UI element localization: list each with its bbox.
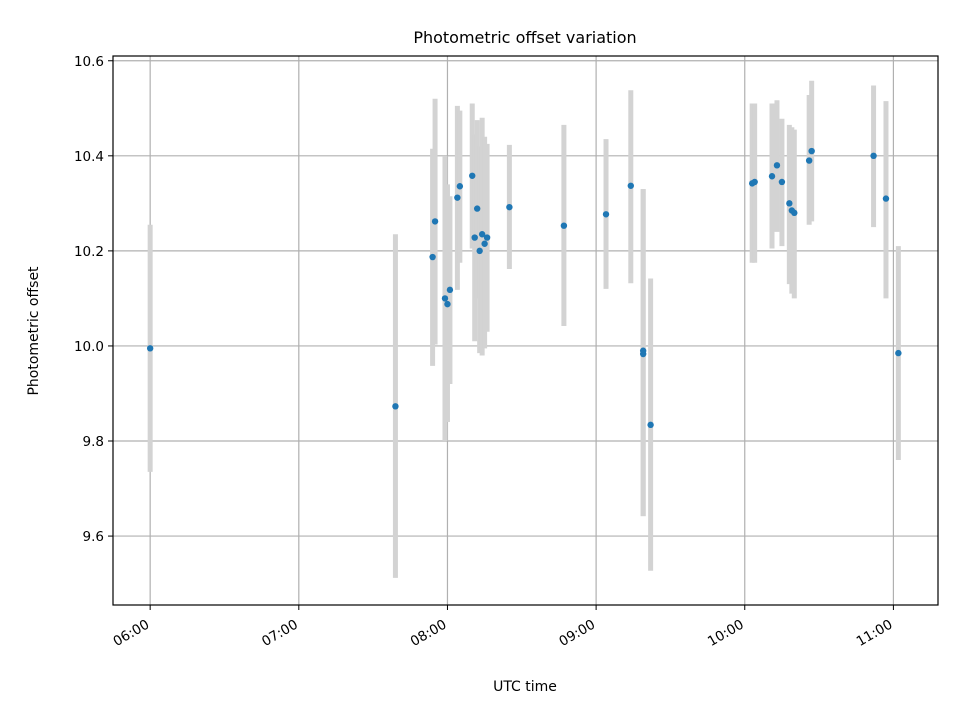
data-point	[778, 178, 786, 186]
data-point	[786, 200, 793, 207]
data-point	[478, 231, 486, 238]
chart-title: Photometric offset variation	[413, 28, 636, 47]
data-point	[751, 178, 758, 186]
y-axis-label: Photometric offset	[26, 266, 42, 396]
data-point	[471, 234, 478, 241]
data-point	[773, 162, 781, 169]
y-tick-label: 10.4	[74, 149, 104, 165]
data-point	[441, 295, 449, 302]
data-point	[768, 173, 776, 180]
data-point	[469, 172, 476, 179]
data-point	[476, 247, 483, 255]
data-point	[639, 350, 647, 358]
y-tick-label: 10.0	[74, 339, 104, 355]
data-point	[602, 211, 610, 218]
data-point	[146, 345, 154, 352]
data-point	[456, 183, 464, 190]
data-point	[429, 253, 436, 261]
data-point	[870, 152, 877, 160]
data-point	[473, 205, 481, 212]
data-point	[444, 300, 451, 308]
data-point	[506, 203, 513, 211]
plot-frame	[112, 55, 939, 606]
data-point	[560, 222, 568, 229]
y-tick-label: 10.6	[74, 54, 104, 70]
data-point	[454, 194, 461, 201]
data-point	[392, 403, 399, 410]
data-point	[808, 147, 815, 155]
data-point	[882, 195, 890, 202]
x-axis-label: UTC time	[493, 679, 557, 695]
data-point	[647, 421, 654, 429]
grid-lines	[113, 56, 938, 605]
data-points	[146, 147, 902, 429]
data-point	[805, 157, 813, 164]
data-point	[431, 218, 439, 225]
data-point	[481, 240, 488, 247]
data-point	[483, 234, 491, 241]
data-point	[791, 209, 798, 217]
data-point	[446, 286, 454, 294]
data-point	[627, 182, 634, 189]
y-tick-label: 9.8	[83, 434, 104, 450]
y-tick-label: 9.6	[83, 529, 104, 545]
y-axis-ticks: 9.6 9.8 10.0 10.2 10.4 10.6	[74, 54, 113, 545]
y-tick-label: 10.2	[74, 244, 104, 260]
data-point	[895, 349, 902, 357]
